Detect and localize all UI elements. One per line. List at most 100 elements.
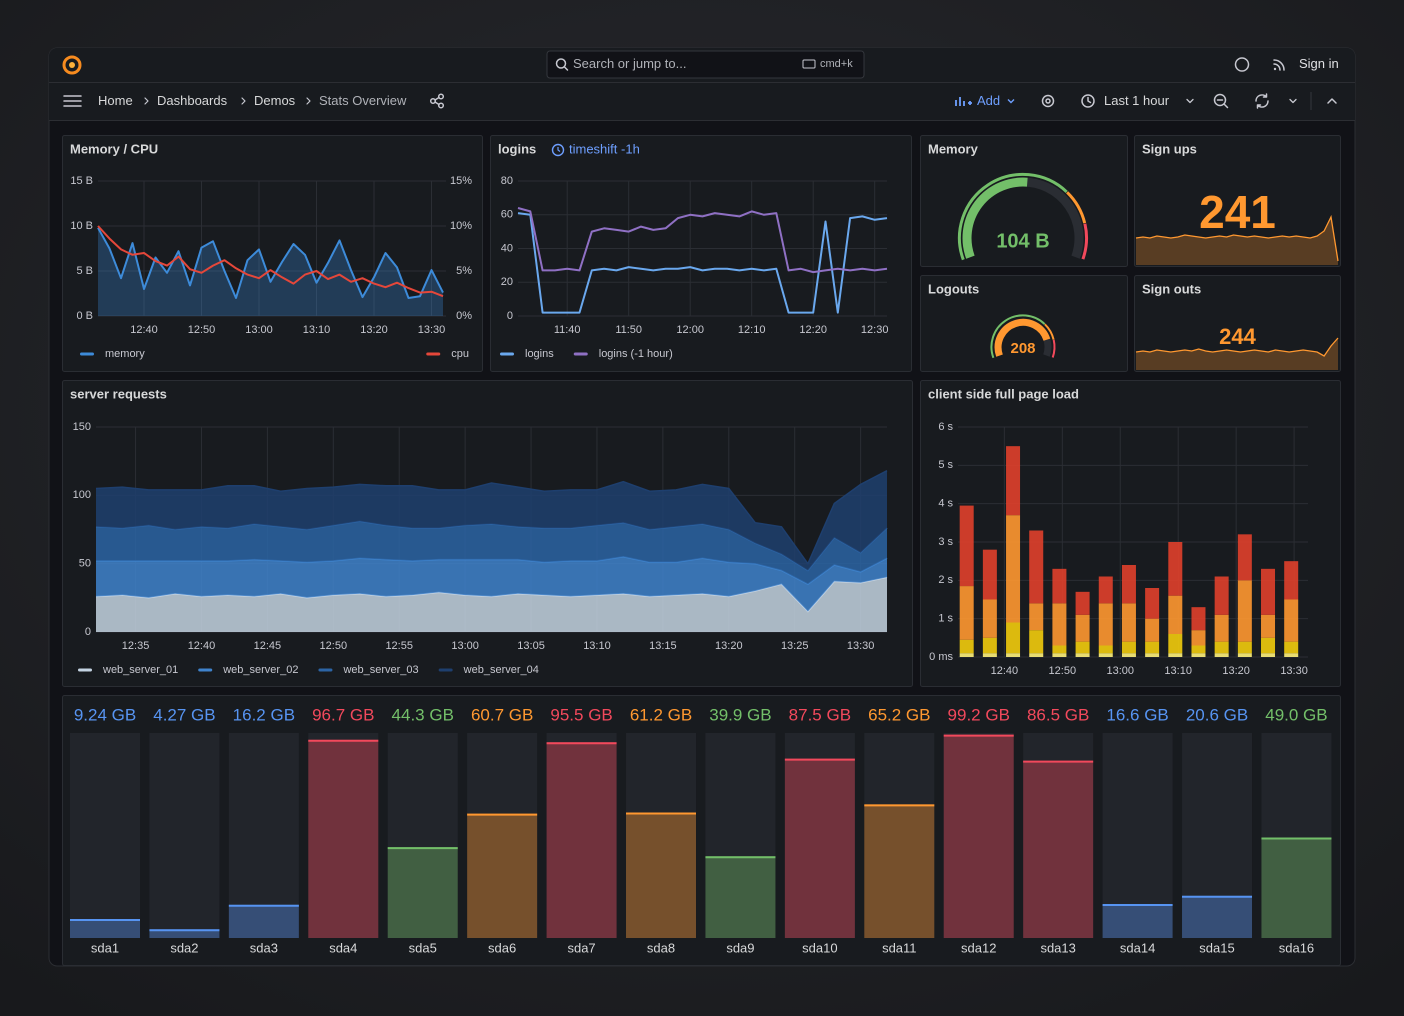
bar <box>784 758 855 938</box>
bar-segment <box>959 505 974 587</box>
bar-track <box>1261 733 1332 938</box>
x-tick-label: 13:20 <box>360 324 388 336</box>
breadcrumb[interactable]: Dashboards <box>157 93 228 108</box>
value-label: 65.2 GB <box>868 705 930 724</box>
time-range-chevron[interactable] <box>1186 98 1194 104</box>
bar-segment <box>1029 530 1044 604</box>
logo[interactable] <box>62 55 82 75</box>
add-chevron[interactable] <box>1007 99 1015 104</box>
y-tick-label: 0 <box>85 626 91 638</box>
panel-annotation: timeshift -1h <box>569 141 640 156</box>
menu-icon[interactable] <box>63 95 82 107</box>
bar <box>308 739 379 938</box>
search-box[interactable] <box>546 50 865 79</box>
bar-segment <box>1168 634 1183 654</box>
timeshift-icon-hands <box>557 147 561 152</box>
logo-core[interactable] <box>69 62 75 68</box>
bar-track <box>1023 733 1094 938</box>
bar-segment <box>1006 622 1021 654</box>
gauge-value-arc <box>962 177 1028 259</box>
shortcut-hint: cmd+k <box>820 58 853 70</box>
x-tick-label: 13:00 <box>245 324 273 336</box>
bar-segment <box>1121 603 1136 642</box>
x-tick-label: 12:00 <box>676 324 704 336</box>
collapse-icon[interactable] <box>1327 98 1337 104</box>
bar <box>149 929 220 938</box>
gauge-value: 104 B <box>996 230 1049 252</box>
panel-title: Memory / CPU <box>70 141 158 156</box>
logo-ring[interactable] <box>62 55 82 75</box>
category-label: sda16 <box>1279 940 1314 955</box>
help-icon[interactable] <box>1234 57 1250 72</box>
share-icon[interactable] <box>429 93 445 109</box>
breadcrumb[interactable]: Demos <box>254 93 296 108</box>
bar-segment <box>1191 645 1206 654</box>
gauge-value: 208 <box>1010 340 1035 357</box>
value-label: 49.0 GB <box>1265 705 1327 724</box>
settings-icon-core[interactable] <box>1045 98 1051 104</box>
sparkline-line <box>1135 337 1339 357</box>
x-tick-label: 13:05 <box>517 640 545 652</box>
add-icon[interactable] <box>955 97 972 106</box>
value-label: 16.2 GB <box>233 705 295 724</box>
category-label: sda10 <box>802 940 837 955</box>
value-label: 4.27 GB <box>153 705 215 724</box>
bar-segment <box>1284 561 1299 600</box>
time-range[interactable]: Last 1 hour <box>1104 93 1170 108</box>
category-label: sda12 <box>961 940 996 955</box>
refresh-chevron[interactable] <box>1289 98 1297 104</box>
value-label: 20.6 GB <box>1186 705 1248 724</box>
category-label: sda13 <box>1040 940 1075 955</box>
bar-segment <box>1237 653 1252 657</box>
bar-segment <box>1237 580 1252 642</box>
share-node[interactable] <box>429 97 437 105</box>
category-label: sda2 <box>170 940 198 955</box>
panel-title: server requests <box>70 386 167 401</box>
settings-icon[interactable] <box>1041 94 1055 108</box>
bar-track <box>149 733 220 938</box>
zoom-out-icon-parts[interactable] <box>1216 99 1229 109</box>
bar-track <box>228 733 299 938</box>
sign-in[interactable]: Sign in <box>1299 56 1339 71</box>
share-node[interactable] <box>437 93 445 100</box>
series-area <box>98 227 443 316</box>
breadcrumb-separator <box>241 97 246 105</box>
bar <box>626 812 697 938</box>
bar-segment <box>1168 653 1183 657</box>
bar-segment <box>1191 607 1206 631</box>
search-icon-handle <box>563 66 569 71</box>
bar-segment <box>1029 630 1044 654</box>
y-tick-label: 2 s <box>938 574 953 586</box>
breadcrumb-current: Stats Overview <box>319 93 407 108</box>
threshold-band <box>1051 339 1056 358</box>
x-tick-label: 13:10 <box>583 640 611 652</box>
category-label: sda3 <box>250 940 278 955</box>
breadcrumb[interactable]: Home <box>98 93 133 108</box>
bar <box>467 813 538 938</box>
zoom-out-icon[interactable] <box>1213 93 1227 107</box>
share-node[interactable] <box>437 102 445 109</box>
bar-segment <box>1029 653 1044 657</box>
value-label: 44.3 GB <box>392 705 454 724</box>
legend-label: web_server_01 <box>102 664 178 676</box>
refresh-icon[interactable] <box>1255 93 1269 109</box>
sparkline-area <box>1136 217 1338 265</box>
category-label: sda5 <box>409 940 437 955</box>
category-label: sda6 <box>488 940 516 955</box>
news-icon-dot[interactable] <box>1273 67 1277 71</box>
bar-segment <box>1006 515 1021 623</box>
y2-tick-label: 15% <box>450 175 472 187</box>
y2-tick-label: 0% <box>456 310 472 322</box>
search-placeholder[interactable]: Search or jump to... <box>573 56 686 71</box>
news-icon[interactable] <box>1273 59 1285 71</box>
y-tick-label: 4 s <box>938 498 953 510</box>
x-tick-label: 12:45 <box>254 640 282 652</box>
bar-segment <box>1098 645 1113 654</box>
legend-swatch <box>80 352 94 356</box>
bar-segment <box>1261 568 1276 615</box>
bar-segment <box>1214 576 1229 615</box>
share-link[interactable] <box>434 96 440 106</box>
add-button[interactable]: Add <box>977 93 1000 108</box>
legend-swatch <box>426 352 441 356</box>
